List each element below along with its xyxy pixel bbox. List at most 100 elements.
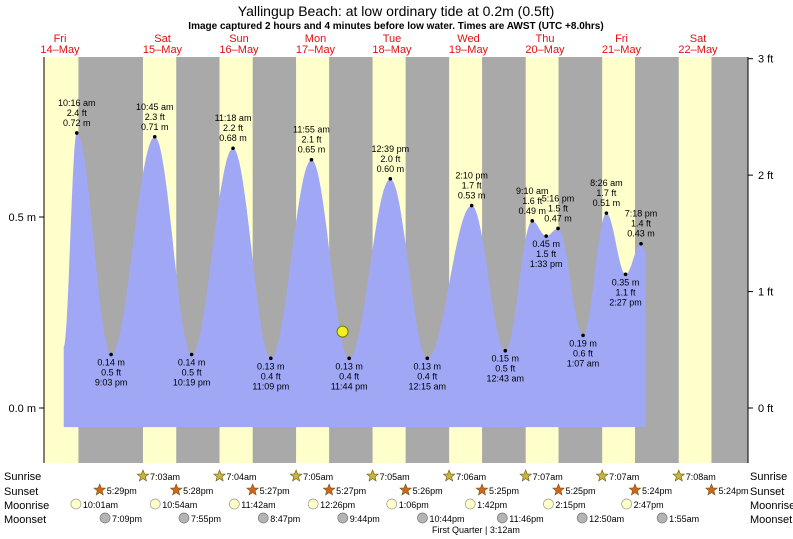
sunrise-time: 7:04am: [227, 472, 257, 482]
tide-label-line: 1.7 ft: [596, 188, 617, 198]
tide-label-line: 11:44 pm: [331, 381, 368, 391]
moonrise-time: 11:42am: [241, 500, 275, 510]
moonrise-time: 12:26pm: [320, 500, 355, 510]
tide-label-line: 10:19 pm: [173, 378, 211, 388]
sunset-row-label-right: Sunset: [750, 486, 784, 498]
tide-label-line: 0.6 ft: [573, 348, 594, 358]
sunset-time: 5:25pm: [489, 486, 519, 496]
day-name: Mon: [305, 33, 326, 45]
tide-label-line: 2.1 ft: [301, 135, 322, 145]
right-tick-label: 1 ft: [758, 287, 773, 299]
tide-extreme-label: 12:39 pm2.0 ft0.60 m: [372, 144, 410, 174]
sunset-icon: [246, 483, 260, 496]
tide-label-line: 1.7 ft: [462, 181, 483, 191]
tide-extreme-label: 10:45 am2.3 ft0.71 m: [136, 102, 174, 132]
tide-extreme-label: 0.19 m0.6 ft1:07 am: [567, 338, 600, 368]
tide-label-line: 12:15 am: [409, 381, 447, 391]
moonset-row-label: Moonset: [4, 514, 46, 526]
tide-label-line: 2.2 ft: [223, 123, 244, 133]
sunset-icon: [322, 483, 336, 496]
tide-label-line: 8:26 am: [590, 178, 623, 188]
day-date: 21–May: [602, 44, 642, 56]
sunrise-icon: [289, 469, 303, 482]
night-band: [711, 57, 748, 463]
tide-extreme-dot: [309, 157, 314, 162]
sunrise-row-label: Sunrise: [4, 471, 41, 483]
sunrise-row-label-right: Sunrise: [750, 471, 787, 483]
sunset-icon: [705, 483, 718, 496]
tide-extreme-dot: [74, 131, 79, 135]
sunrise-icon: [442, 469, 456, 482]
right-tick-label: 0 ft: [758, 403, 773, 415]
moonset-icon: [656, 512, 668, 524]
tide-label-line: 1:33 pm: [530, 259, 563, 269]
tide-label-line: 0.51 m: [593, 198, 621, 208]
moonset-icon: [496, 512, 508, 524]
sunset-time: 5:24pm: [718, 486, 748, 496]
tide-label-line: 0.45 m: [532, 239, 560, 249]
tide-extreme-dot: [152, 134, 157, 139]
day-date: 15–May: [143, 44, 183, 56]
day-date: 17–May: [296, 44, 336, 56]
day-date: 18–May: [372, 44, 412, 56]
sunrise-icon: [519, 469, 533, 482]
tide-extreme-dot: [604, 211, 609, 215]
tide-label-line: 1.1 ft: [616, 287, 637, 297]
tide-extreme-dot: [109, 352, 113, 357]
tide-label-line: 11:09 pm: [252, 381, 289, 391]
tide-label-line: 1.4 ft: [631, 219, 652, 229]
sunset-time: 5:27pm: [260, 486, 290, 496]
day-name: Sat: [154, 33, 171, 45]
day-name: Fri: [615, 33, 628, 45]
moonrise-icon: [621, 498, 632, 510]
current-tide-marker: [336, 325, 349, 338]
day-name: Thu: [536, 33, 555, 45]
tide-extreme-dot: [347, 356, 351, 361]
tide-label-line: 0.5 ft: [495, 364, 516, 374]
moonrise-time: 2:47pm: [634, 500, 664, 510]
tide-area: [63, 133, 646, 428]
sunrise-time: 7:07am: [609, 472, 639, 482]
day-name: Wed: [457, 33, 479, 45]
tide-label-line: 0.43 m: [627, 229, 655, 239]
tide-extreme-label: 9:10 am1.6 ft0.49 m: [516, 186, 549, 216]
tide-label-line: 0.15 m: [492, 354, 520, 364]
chart-subtitle: Image captured 2 hours and 4 minutes bef…: [188, 21, 603, 32]
sunrise-time: 7:06am: [456, 472, 486, 482]
tide-label-line: 9:03 pm: [95, 378, 128, 388]
tide-label-line: 0.19 m: [569, 338, 597, 348]
sunset-time: 5:25pm: [566, 486, 596, 496]
sunrise-time: 7:03am: [150, 472, 180, 482]
moonrise-time: 10:54am: [162, 500, 197, 510]
tide-label-line: 1.5 ft: [548, 203, 569, 213]
tide-label-line: 0.68 m: [219, 133, 247, 143]
day-date: 16–May: [219, 44, 259, 56]
moonrise-time: 2:15pm: [555, 500, 585, 510]
moonrise-icon: [386, 498, 398, 510]
moonset-row-label-right: Moonset: [750, 514, 792, 526]
tide-label-line: 11:55 am: [293, 125, 330, 135]
day-date: 20–May: [525, 44, 565, 56]
tide-label-line: 0.14 m: [97, 358, 125, 368]
tide-label-line: 0.47 m: [544, 213, 572, 223]
tide-label-line: 1.5 ft: [536, 249, 557, 259]
tide-label-line: 0.13 m: [335, 361, 363, 371]
tide-label-line: 0.4 ft: [417, 371, 438, 381]
day-name: Sun: [229, 33, 249, 45]
moonset-time: 12:50am: [589, 514, 624, 524]
moonset-time: 1:55am: [669, 514, 699, 524]
day-labels: Fri14–MaySat15–MaySun16–MayMon17–MayTue1…: [40, 33, 718, 56]
moonset-icon: [417, 512, 428, 524]
tide-label-line: 12:43 am: [487, 374, 525, 384]
tide-label-line: 1:07 am: [567, 358, 600, 368]
moonrise-icon: [149, 498, 161, 510]
day-date: 14–May: [40, 44, 80, 56]
tide-label-line: 0.49 m: [518, 206, 546, 216]
moonset-time: 10:44pm: [429, 514, 464, 524]
axes: 0.0 m 0.5 m 0 ft 1 ft 2 ft 3 ft: [8, 54, 773, 463]
tide-label-line: 2:10 pm: [455, 171, 488, 181]
sunrise-icon: [672, 469, 686, 482]
tide-label-line: 0.5 ft: [101, 368, 122, 378]
